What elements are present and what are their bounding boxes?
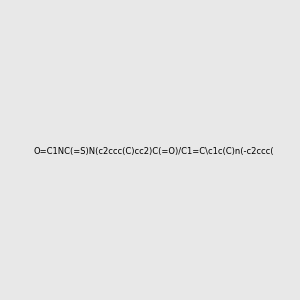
Text: O=C1NC(=S)N(c2ccc(C)cc2)C(=O)/C1=C\c1c(C)n(-c2ccc(: O=C1NC(=S)N(c2ccc(C)cc2)C(=O)/C1=C\c1c(C… bbox=[34, 147, 274, 156]
